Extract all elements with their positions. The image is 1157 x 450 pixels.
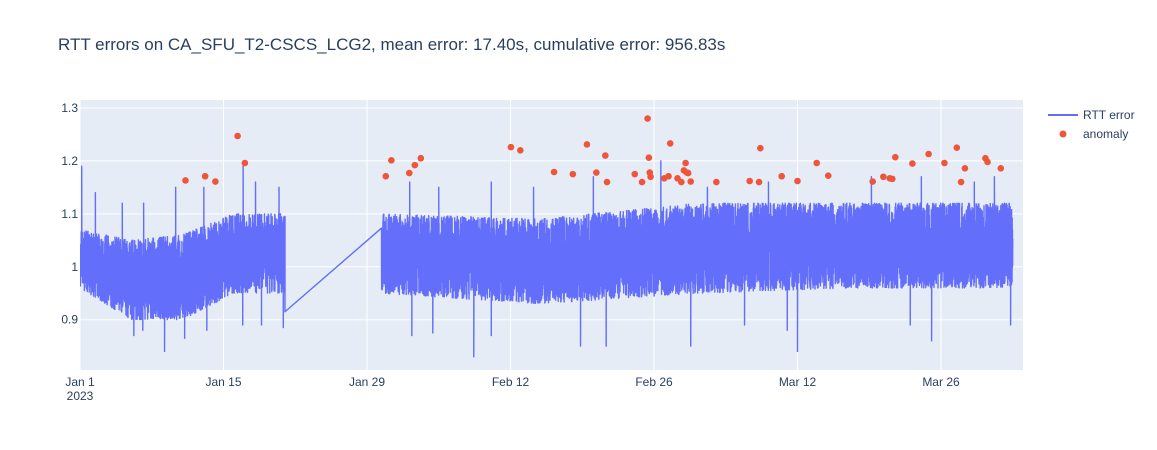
anomaly-point	[593, 169, 600, 176]
anomaly-point	[957, 178, 965, 186]
rtt-error-line	[80, 160, 1014, 358]
anomaly-point	[997, 164, 1005, 172]
y-tick-label: 1.3	[61, 101, 78, 115]
anomaly-point	[665, 172, 672, 180]
anomaly-point	[644, 115, 651, 122]
anomaly-point	[778, 172, 785, 180]
y-tick-label: 1.2	[61, 154, 78, 168]
legend-item-rtt-error[interactable]: RTT error	[1048, 108, 1135, 122]
anomaly-point	[212, 178, 219, 185]
anomaly-point	[984, 158, 991, 166]
x-tick-label: Jan 29	[349, 375, 385, 389]
anomaly-point	[241, 159, 249, 167]
x-tick-label: Feb 12	[492, 375, 530, 389]
anomaly-point	[678, 178, 685, 186]
anomaly-point	[182, 177, 189, 184]
anomaly-point	[631, 170, 639, 178]
anomaly-point	[824, 172, 832, 180]
anomaly-point	[684, 169, 692, 177]
y-tick-label: 0.9	[61, 313, 78, 327]
anomaly-point	[909, 160, 916, 167]
anomaly-point	[583, 141, 591, 148]
legend-item-anomaly[interactable]: anomaly	[1059, 127, 1129, 141]
anomaly-point	[388, 157, 395, 164]
anomaly-point	[234, 132, 241, 140]
anomaly-point	[925, 150, 932, 158]
anomaly-point	[889, 175, 896, 183]
anomaly-point	[417, 154, 425, 162]
series-layer	[80, 160, 1014, 358]
anomaly-point	[713, 178, 720, 186]
anomaly-point	[517, 146, 524, 154]
anomaly-point	[569, 170, 577, 178]
anomaly-point	[813, 159, 821, 167]
anomaly-point	[880, 173, 887, 181]
anomaly-point	[682, 159, 689, 167]
anomaly-point	[507, 143, 515, 151]
anomaly-point	[201, 172, 209, 180]
anomaly-point	[869, 178, 876, 185]
anomaly-point	[755, 178, 763, 186]
y-tick-label: 1.1	[61, 207, 78, 221]
anomaly-point	[647, 173, 654, 181]
y-axis-ticks: 0.9 1 1.1 1.2 1.3	[61, 101, 78, 327]
legend-label-anomaly: anomaly	[1083, 127, 1128, 141]
legend-label-rtt-error: RTT error	[1083, 108, 1135, 122]
anomaly-point	[666, 140, 674, 147]
x-tick-label: Jan 1	[65, 375, 95, 389]
anomaly-markers	[182, 115, 1005, 186]
anomaly-point	[645, 154, 653, 162]
anomaly-point	[411, 161, 419, 169]
x-tick-sublabel: 2023	[67, 389, 94, 403]
x-tick-label: Feb 26	[635, 375, 673, 389]
anomaly-point	[961, 164, 969, 172]
anomaly-point	[892, 153, 899, 161]
anomaly-point	[382, 172, 390, 180]
x-tick-label: Mar 12	[779, 375, 817, 389]
anomaly-point	[602, 152, 609, 159]
anomaly-point	[794, 177, 801, 185]
legend[interactable]: RTT error anomaly	[1048, 108, 1135, 141]
anomaly-point	[638, 178, 646, 186]
anomaly-point	[687, 178, 695, 185]
anomaly-point	[550, 168, 558, 176]
anomaly-point	[953, 144, 961, 151]
anomaly-point	[405, 169, 413, 177]
chart-title: RTT errors on CA_SFU_T2-CSCS_LCG2, mean …	[58, 35, 725, 54]
anomaly-point	[746, 177, 753, 185]
y-tick-label: 1	[71, 260, 78, 274]
anomaly-point	[757, 144, 764, 152]
x-tick-label: Mar 26	[922, 375, 960, 389]
x-tick-label: Jan 15	[205, 375, 241, 389]
legend-marker-swatch	[1059, 130, 1067, 138]
plot-area	[80, 115, 1014, 358]
anomaly-point	[603, 178, 611, 186]
anomaly-point	[941, 159, 948, 167]
